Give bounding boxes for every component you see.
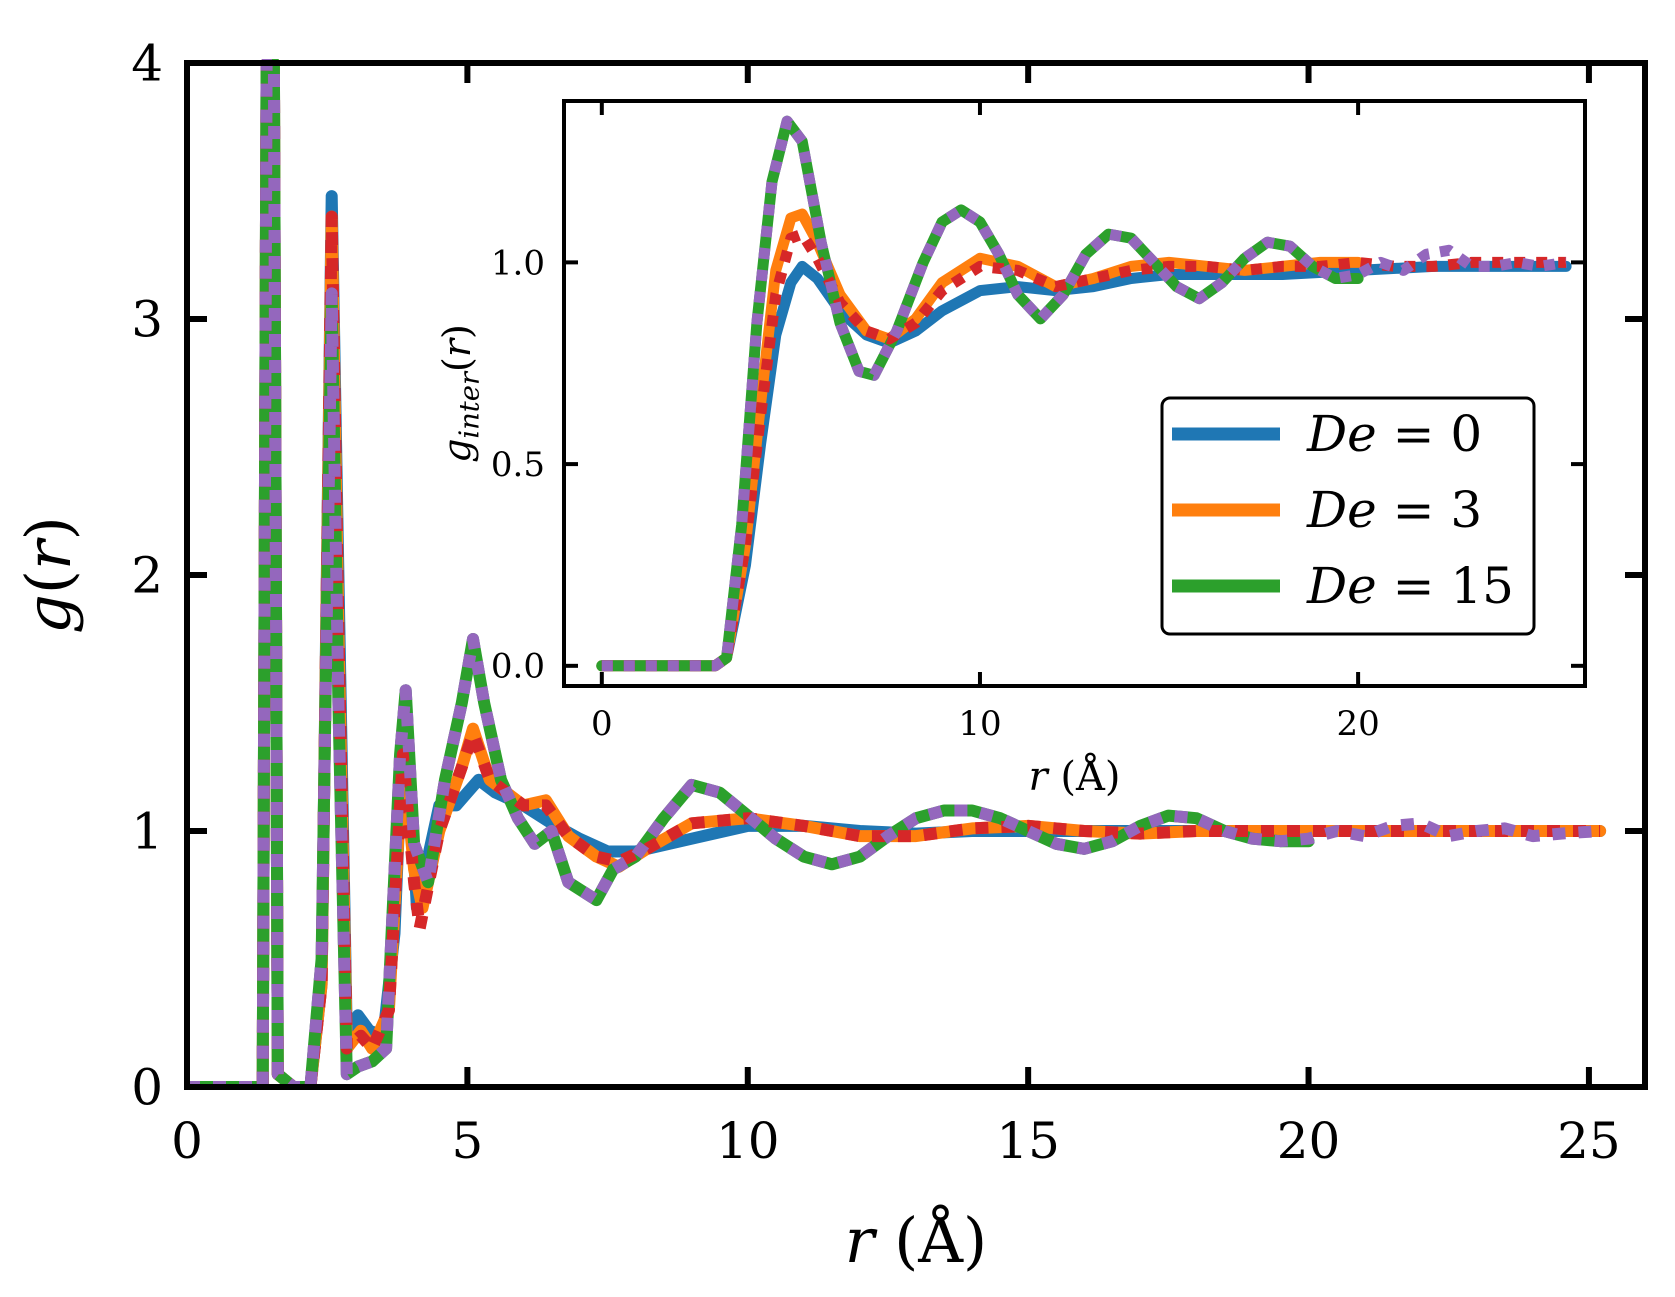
legend-label: De = 0 (1306, 405, 1482, 463)
inset-ytick-label: 0.0 (491, 647, 545, 687)
inset-y-axis-label: ginter(r) (435, 324, 485, 463)
main-x-axis-label: r (Å) (845, 1204, 988, 1277)
legend-label: De = 15 (1306, 557, 1514, 615)
inset-xtick-label: 10 (958, 704, 1001, 744)
main-xtick-label: 15 (996, 1112, 1060, 1170)
inset-ytick-label: 1.0 (491, 243, 545, 283)
main-series-de-15-dotted-long (187, 59, 1601, 1087)
main-xtick-label: 5 (451, 1112, 483, 1170)
inset-xtick-label: 20 (1336, 704, 1379, 744)
inset-x-axis-label: r (Å) (1029, 753, 1121, 800)
inset-axes-frame (562, 99, 1587, 688)
main-xtick-label: 0 (171, 1112, 203, 1170)
inset-series-group (596, 115, 1572, 672)
inset-plot: 0 10 20 0.0 0.5 1.0 r (Å) ginter(r) De = 0 De = 3… (435, 99, 1587, 800)
legend-frame (1160, 396, 1536, 636)
main-xtick-label: 20 (1277, 1112, 1341, 1170)
main-ytick-label: 2 (131, 547, 163, 605)
main-xtick-label: 10 (716, 1112, 780, 1170)
inset-series-de-15-dotted (601, 228, 1567, 672)
main-y-axis-label: g(r) (12, 516, 85, 634)
inset-series-de-15-dotted-long (601, 115, 1567, 672)
main-ytick-label: 1 (131, 803, 163, 861)
inset-ytick-label: 0.5 (491, 445, 545, 485)
legend-label: De = 3 (1306, 481, 1482, 539)
main-ytick-label: 3 (131, 291, 163, 349)
main-ytick-label: 0 (131, 1059, 163, 1117)
inset-xtick-label: 0 (591, 704, 613, 744)
main-xtick-label: 25 (1557, 1112, 1621, 1170)
main-series-group (187, 59, 1607, 1087)
inset-legend: De = 0 De = 3 De = 15 (1160, 396, 1536, 636)
main-ytick-label: 4 (131, 35, 163, 93)
